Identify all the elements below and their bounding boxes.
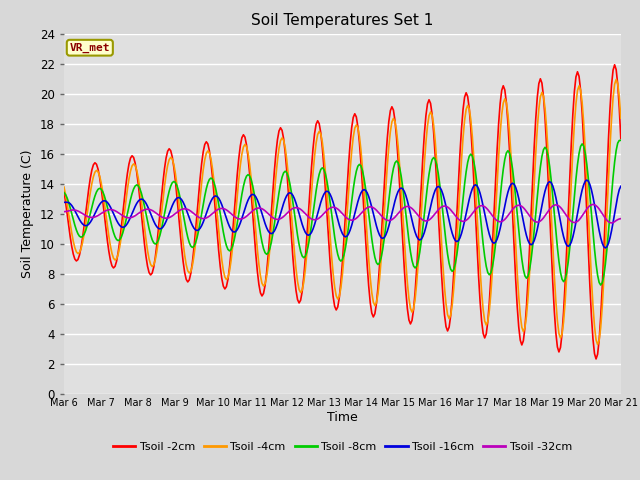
Line: Tsoil -16cm: Tsoil -16cm <box>64 180 621 248</box>
Tsoil -32cm <box>60 209 68 215</box>
Tsoil -16cm <box>602 245 609 251</box>
Line: Tsoil -4cm: Tsoil -4cm <box>64 79 621 345</box>
Tsoil -8cm <box>617 137 625 143</box>
Tsoil -2cm <box>164 148 172 154</box>
Tsoil -32cm <box>589 202 596 207</box>
Tsoil -4cm <box>164 163 172 168</box>
Tsoil -8cm <box>76 233 83 239</box>
Tsoil -32cm <box>608 220 616 226</box>
Tsoil -16cm <box>377 235 385 240</box>
Tsoil -4cm <box>612 76 620 82</box>
Line: Tsoil -8cm: Tsoil -8cm <box>64 140 621 285</box>
Tsoil -16cm <box>583 177 591 183</box>
Tsoil -32cm <box>549 203 557 209</box>
Tsoil -32cm <box>164 215 172 221</box>
Tsoil -8cm <box>60 190 68 195</box>
Y-axis label: Soil Temperature (C): Soil Temperature (C) <box>21 149 35 278</box>
Tsoil -2cm <box>549 279 557 285</box>
Tsoil -4cm <box>76 250 83 255</box>
Tsoil -16cm <box>60 200 68 205</box>
Tsoil -2cm <box>408 318 416 324</box>
Tsoil -4cm <box>60 184 68 190</box>
Tsoil -2cm <box>617 136 625 142</box>
Tsoil -8cm <box>396 165 403 171</box>
Tsoil -4cm <box>377 257 385 263</box>
Line: Tsoil -32cm: Tsoil -32cm <box>64 204 621 223</box>
Tsoil -4cm <box>408 309 416 315</box>
Tsoil -32cm <box>76 209 83 215</box>
Tsoil -32cm <box>396 209 403 215</box>
Legend: Tsoil -2cm, Tsoil -4cm, Tsoil -8cm, Tsoil -16cm, Tsoil -32cm: Tsoil -2cm, Tsoil -4cm, Tsoil -8cm, Tsoi… <box>108 438 577 456</box>
X-axis label: Time: Time <box>327 411 358 424</box>
Tsoil -32cm <box>377 213 385 218</box>
Tsoil -4cm <box>617 115 625 121</box>
Tsoil -32cm <box>617 216 625 222</box>
Tsoil -2cm <box>60 188 68 194</box>
Tsoil -32cm <box>408 205 416 211</box>
Tsoil -16cm <box>408 217 416 223</box>
Text: VR_met: VR_met <box>70 43 110 53</box>
Tsoil -4cm <box>594 342 602 348</box>
Tsoil -2cm <box>396 183 403 189</box>
Tsoil -8cm <box>549 193 557 199</box>
Tsoil -16cm <box>396 186 403 192</box>
Tsoil -8cm <box>408 258 416 264</box>
Tsoil -4cm <box>396 163 403 168</box>
Tsoil -16cm <box>76 216 83 222</box>
Tsoil -16cm <box>164 215 172 220</box>
Tsoil -4cm <box>549 242 557 248</box>
Line: Tsoil -2cm: Tsoil -2cm <box>64 65 621 359</box>
Tsoil -2cm <box>611 62 618 68</box>
Tsoil -2cm <box>76 252 83 258</box>
Tsoil -8cm <box>597 282 605 288</box>
Tsoil -16cm <box>549 183 557 189</box>
Tsoil -2cm <box>592 356 600 362</box>
Tsoil -2cm <box>377 238 385 244</box>
Tsoil -8cm <box>164 195 172 201</box>
Tsoil -8cm <box>377 255 385 261</box>
Tsoil -16cm <box>617 183 625 189</box>
Title: Soil Temperatures Set 1: Soil Temperatures Set 1 <box>252 13 433 28</box>
